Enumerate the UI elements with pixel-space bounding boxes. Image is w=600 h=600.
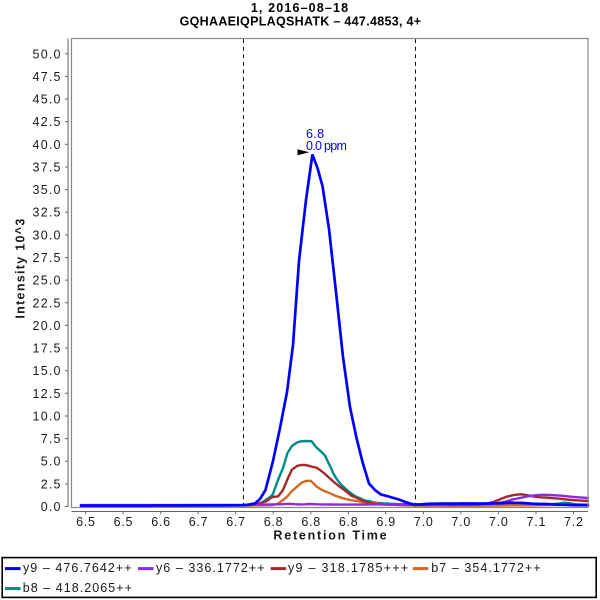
svg-text:27.5: 27.5 xyxy=(33,251,62,265)
svg-text:30.0: 30.0 xyxy=(33,228,62,242)
svg-text:0.0 ppm: 0.0 ppm xyxy=(306,139,347,153)
svg-text:22.5: 22.5 xyxy=(33,296,62,310)
svg-text:b7 – 354.1772++: b7 – 354.1772++ xyxy=(431,561,541,575)
svg-text:7.0: 7.0 xyxy=(451,515,471,529)
svg-text:12.5: 12.5 xyxy=(33,387,62,401)
svg-text:10.0: 10.0 xyxy=(33,410,62,424)
svg-text:6.8: 6.8 xyxy=(301,515,321,529)
svg-text:17.5: 17.5 xyxy=(33,342,62,356)
svg-text:25.0: 25.0 xyxy=(33,274,62,288)
svg-text:42.5: 42.5 xyxy=(33,115,62,129)
svg-text:7.0: 7.0 xyxy=(414,515,434,529)
svg-text:40.0: 40.0 xyxy=(33,138,62,152)
svg-text:7.2: 7.2 xyxy=(564,515,584,529)
svg-text:37.5: 37.5 xyxy=(33,161,62,175)
svg-text:6.8: 6.8 xyxy=(339,515,359,529)
svg-text:15.0: 15.0 xyxy=(33,364,62,378)
svg-text:6.5: 6.5 xyxy=(76,515,96,529)
svg-text:6.8: 6.8 xyxy=(306,127,324,141)
svg-text:b8 – 418.2065++: b8 – 418.2065++ xyxy=(23,581,133,595)
svg-text:1, 2016–08–18: 1, 2016–08–18 xyxy=(251,1,349,15)
svg-text:0.0: 0.0 xyxy=(41,500,62,514)
svg-text:6.5: 6.5 xyxy=(114,515,134,529)
svg-text:GQHAAEIQPLAQSHATK – 447.4853,: GQHAAEIQPLAQSHATK – 447.4853, 4+ xyxy=(180,15,422,29)
svg-text:7.0: 7.0 xyxy=(489,515,509,529)
svg-text:20.0: 20.0 xyxy=(33,319,62,333)
svg-text:6.7: 6.7 xyxy=(226,515,246,529)
svg-text:5.0: 5.0 xyxy=(41,455,62,469)
svg-text:y9 – 318.1785+++: y9 – 318.1785+++ xyxy=(288,561,409,575)
svg-text:y9 – 476.7642++: y9 – 476.7642++ xyxy=(23,561,133,575)
svg-text:7.5: 7.5 xyxy=(41,432,62,446)
svg-text:y6 – 336.1772++: y6 – 336.1772++ xyxy=(156,561,266,575)
svg-text:6.8: 6.8 xyxy=(264,515,284,529)
svg-text:Intensity 10^3: Intensity 10^3 xyxy=(14,217,28,318)
svg-text:32.5: 32.5 xyxy=(33,206,62,220)
svg-text:2.5: 2.5 xyxy=(41,477,62,491)
svg-text:6.7: 6.7 xyxy=(189,515,209,529)
svg-text:50.0: 50.0 xyxy=(33,47,62,61)
svg-text:6.6: 6.6 xyxy=(151,515,171,529)
svg-text:45.0: 45.0 xyxy=(33,93,62,107)
svg-text:6.9: 6.9 xyxy=(376,515,396,529)
svg-text:7.1: 7.1 xyxy=(527,515,547,529)
svg-text:47.5: 47.5 xyxy=(33,70,62,84)
svg-text:35.0: 35.0 xyxy=(33,183,62,197)
svg-text:Retention Time: Retention Time xyxy=(273,529,388,543)
